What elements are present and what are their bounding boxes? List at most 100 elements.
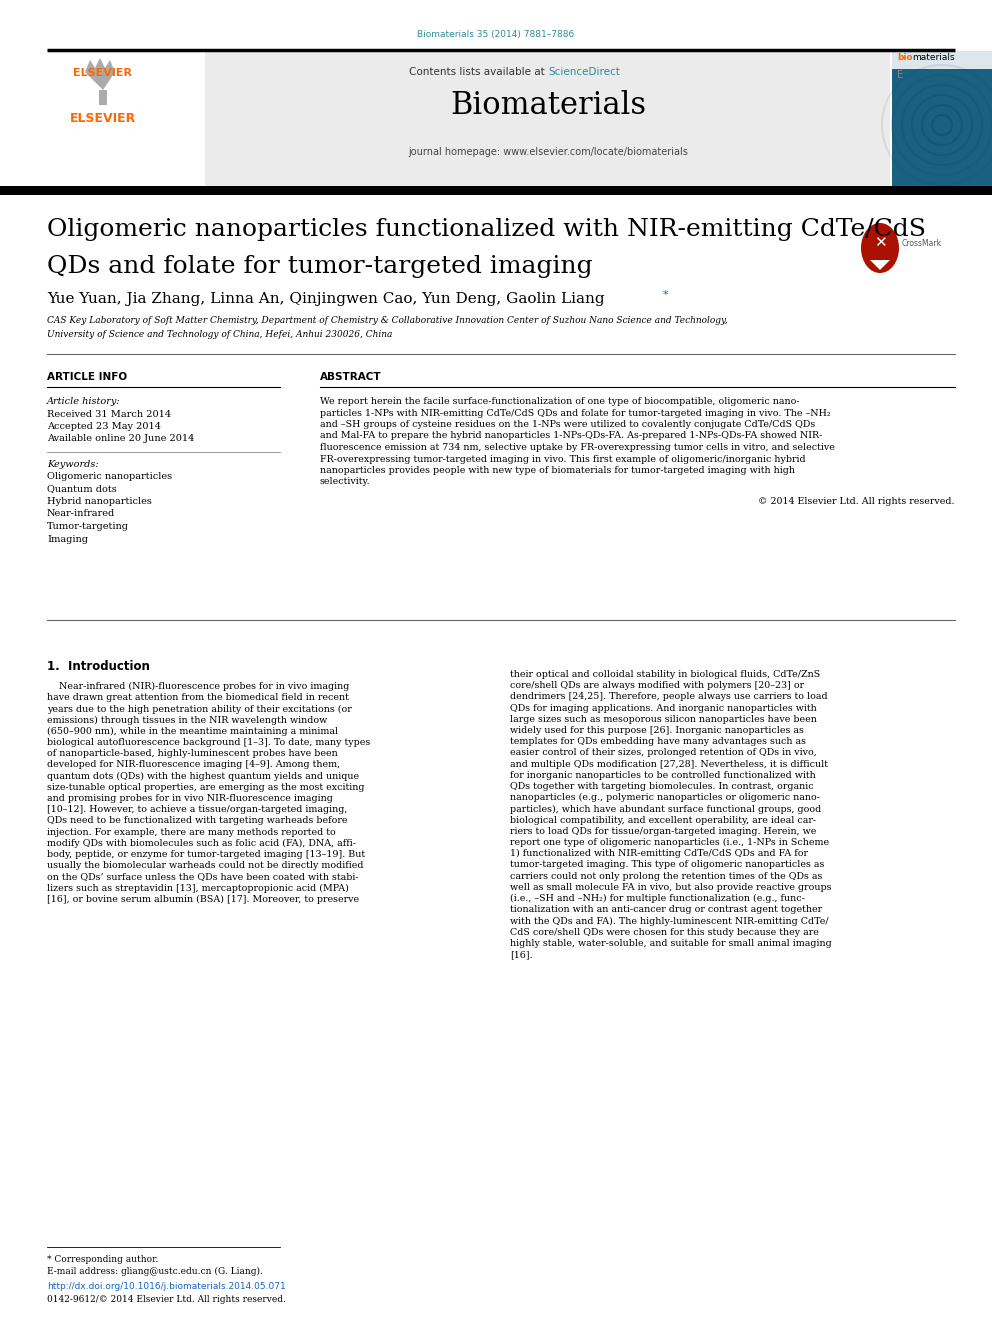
Text: particles 1-NPs with NIR-emitting CdTe/CdS QDs and folate for tumor-targeted ima: particles 1-NPs with NIR-emitting CdTe/C…	[320, 409, 830, 418]
Text: emissions) through tissues in the NIR wavelength window: emissions) through tissues in the NIR wa…	[47, 716, 327, 725]
Text: selectivity.: selectivity.	[320, 478, 371, 487]
Text: ✕: ✕	[874, 235, 887, 250]
Text: carriers could not only prolong the retention times of the QDs as: carriers could not only prolong the rete…	[510, 872, 822, 881]
Text: easier control of their sizes, prolonged retention of QDs in vivo,: easier control of their sizes, prolonged…	[510, 749, 816, 757]
Text: developed for NIR-fluorescence imaging [4–9]. Among them,: developed for NIR-fluorescence imaging […	[47, 761, 340, 770]
Text: body, peptide, or enzyme for tumor-targeted imaging [13–19]. But: body, peptide, or enzyme for tumor-targe…	[47, 849, 365, 859]
Ellipse shape	[861, 224, 899, 273]
Text: (650–900 nm), while in the meantime maintaining a minimal: (650–900 nm), while in the meantime main…	[47, 726, 338, 736]
Text: QDs need to be functionalized with targeting warheads before: QDs need to be functionalized with targe…	[47, 816, 347, 826]
Text: Biomaterials: Biomaterials	[450, 90, 646, 120]
Text: large sizes such as mesoporous silicon nanoparticles have been: large sizes such as mesoporous silicon n…	[510, 714, 816, 724]
Text: dendrimers [24,25]. Therefore, people always use carriers to load: dendrimers [24,25]. Therefore, people al…	[510, 692, 827, 701]
Text: * Corresponding author.: * Corresponding author.	[47, 1256, 159, 1263]
Text: size-tunable optical properties, are emerging as the most exciting: size-tunable optical properties, are eme…	[47, 783, 364, 791]
Text: Received 31 March 2014: Received 31 March 2014	[47, 410, 172, 419]
Text: FR-overexpressing tumor-targeted imaging in vivo. This first example of oligomer: FR-overexpressing tumor-targeted imaging…	[320, 455, 806, 463]
Text: usually the biomolecular warheads could not be directly modified: usually the biomolecular warheads could …	[47, 861, 363, 871]
Text: journal homepage: www.elsevier.com/locate/biomaterials: journal homepage: www.elsevier.com/locat…	[408, 147, 687, 157]
Text: years due to the high penetration ability of their excitations (or: years due to the high penetration abilit…	[47, 704, 352, 713]
Text: with the QDs and FA). The highly-luminescent NIR-emitting CdTe/: with the QDs and FA). The highly-lumines…	[510, 917, 828, 926]
Bar	[892, 52, 992, 187]
Text: CAS Key Laboratory of Soft Matter Chemistry, Department of Chemistry & Collabora: CAS Key Laboratory of Soft Matter Chemis…	[47, 316, 728, 325]
Text: Near-infrared (NIR)-fluorescence probes for in vivo imaging: Near-infrared (NIR)-fluorescence probes …	[47, 681, 349, 691]
Text: tumor-targeted imaging. This type of oligomeric nanoparticles as: tumor-targeted imaging. This type of oli…	[510, 860, 824, 869]
Text: Yue Yuan, Jia Zhang, Linna An, Qinjingwen Cao, Yun Deng, Gaolin Liang: Yue Yuan, Jia Zhang, Linna An, Qinjingwe…	[47, 292, 605, 306]
Text: Imaging: Imaging	[47, 534, 88, 544]
Text: and –SH groups of cysteine residues on the 1-NPs were utilized to covalently con: and –SH groups of cysteine residues on t…	[320, 419, 815, 429]
Bar	[0, 187, 992, 194]
Text: and Mal-FA to prepare the hybrid nanoparticles 1-NPs-QDs-FA. As-prepared 1-NPs-Q: and Mal-FA to prepare the hybrid nanopar…	[320, 431, 822, 441]
Text: tionalization with an anti-cancer drug or contrast agent together: tionalization with an anti-cancer drug o…	[510, 905, 822, 914]
Text: for inorganic nanoparticles to be controlled functionalized with: for inorganic nanoparticles to be contro…	[510, 771, 815, 779]
Text: University of Science and Technology of China, Hefei, Anhui 230026, China: University of Science and Technology of …	[47, 329, 393, 339]
Text: Accepted 23 May 2014: Accepted 23 May 2014	[47, 422, 161, 431]
Text: ELSEVIER: ELSEVIER	[73, 67, 133, 78]
Text: Contents lists available at: Contents lists available at	[409, 67, 548, 77]
Text: Article history:: Article history:	[47, 397, 121, 406]
Text: (i.e., –SH and –NH₂) for multiple functionalization (e.g., func-: (i.e., –SH and –NH₂) for multiple functi…	[510, 894, 805, 904]
Text: and multiple QDs modification [27,28]. Nevertheless, it is difficult: and multiple QDs modification [27,28]. N…	[510, 759, 828, 769]
Text: CrossMark: CrossMark	[902, 238, 942, 247]
Text: QDs for imaging applications. And inorganic nanoparticles with: QDs for imaging applications. And inorga…	[510, 704, 816, 713]
Text: ELSEVIER: ELSEVIER	[69, 112, 136, 124]
Text: 1.  Introduction: 1. Introduction	[47, 660, 150, 673]
Text: quantum dots (QDs) with the highest quantum yields and unique: quantum dots (QDs) with the highest quan…	[47, 771, 359, 781]
Text: Oligomeric nanoparticles functionalized with NIR-emitting CdTe/CdS: Oligomeric nanoparticles functionalized …	[47, 218, 926, 241]
Text: CdS core/shell QDs were chosen for this study because they are: CdS core/shell QDs were chosen for this …	[510, 927, 818, 937]
Text: fluorescence emission at 734 nm, selective uptake by FR-overexpressing tumor cel: fluorescence emission at 734 nm, selecti…	[320, 443, 835, 452]
Text: biological autofluorescence background [1–3]. To date, many types: biological autofluorescence background […	[47, 738, 370, 747]
Text: biological compatibility, and excellent operability, are ideal car-: biological compatibility, and excellent …	[510, 815, 816, 824]
Text: Available online 20 June 2014: Available online 20 June 2014	[47, 434, 194, 443]
Text: their optical and colloidal stability in biological fluids, CdTe/ZnS: their optical and colloidal stability in…	[510, 669, 820, 679]
Text: [16].: [16].	[510, 950, 533, 959]
Text: Near-infrared: Near-infrared	[47, 509, 115, 519]
Text: modify QDs with biomolecules such as folic acid (FA), DNA, affi-: modify QDs with biomolecules such as fol…	[47, 839, 356, 848]
Text: templates for QDs embedding have many advantages such as: templates for QDs embedding have many ad…	[510, 737, 806, 746]
Text: highly stable, water-soluble, and suitable for small animal imaging: highly stable, water-soluble, and suitab…	[510, 939, 831, 947]
Text: of nanoparticle-based, highly-luminescent probes have been: of nanoparticle-based, highly-luminescen…	[47, 749, 337, 758]
Text: materials: materials	[912, 53, 954, 62]
Text: widely used for this purpose [26]. Inorganic nanoparticles as: widely used for this purpose [26]. Inorg…	[510, 726, 804, 736]
Text: particles), which have abundant surface functional groups, good: particles), which have abundant surface …	[510, 804, 821, 814]
Text: core/shell QDs are always modified with polymers [20–23] or: core/shell QDs are always modified with …	[510, 681, 805, 691]
Text: [10–12]. However, to achieve a tissue/organ-targeted imaging,: [10–12]. However, to achieve a tissue/or…	[47, 806, 347, 814]
Text: bio: bio	[897, 53, 913, 62]
Text: [16], or bovine serum albumin (BSA) [17]. Moreover, to preserve: [16], or bovine serum albumin (BSA) [17]…	[47, 894, 359, 904]
Text: Keywords:: Keywords:	[47, 460, 98, 468]
Bar	[205, 52, 890, 187]
Text: 1) functionalized with NIR-emitting CdTe/CdS QDs and FA for: 1) functionalized with NIR-emitting CdTe…	[510, 849, 808, 859]
Text: *: *	[663, 290, 669, 300]
Text: QDs and folate for tumor-targeted imaging: QDs and folate for tumor-targeted imagin…	[47, 255, 592, 278]
Text: nanoparticles provides people with new type of biomaterials for tumor-targeted i: nanoparticles provides people with new t…	[320, 466, 795, 475]
Text: have drawn great attention from the biomedical field in recent: have drawn great attention from the biom…	[47, 693, 349, 703]
Text: lizers such as streptavidin [13], mercaptopropionic acid (MPA): lizers such as streptavidin [13], mercap…	[47, 884, 349, 893]
Text: Hybrid nanoparticles: Hybrid nanoparticles	[47, 497, 152, 505]
Text: on the QDs’ surface unless the QDs have been coated with stabi-: on the QDs’ surface unless the QDs have …	[47, 872, 359, 881]
Text: We report herein the facile surface-functionalization of one type of biocompatib: We report herein the facile surface-func…	[320, 397, 800, 406]
Bar	[47, 52, 205, 187]
Text: well as small molecule FA in vivo, but also provide reactive groups: well as small molecule FA in vivo, but a…	[510, 882, 831, 892]
Text: report one type of oligomeric nanoparticles (i.e., 1-NPs in Scheme: report one type of oligomeric nanopartic…	[510, 837, 829, 847]
Text: nanoparticles (e.g., polymeric nanoparticles or oligomeric nano-: nanoparticles (e.g., polymeric nanoparti…	[510, 794, 820, 802]
Text: ARTICLE INFO: ARTICLE INFO	[47, 372, 127, 382]
Bar	[99, 90, 107, 105]
Text: Biomaterials 35 (2014) 7881–7886: Biomaterials 35 (2014) 7881–7886	[418, 30, 574, 38]
Text: ABSTRACT: ABSTRACT	[320, 372, 382, 382]
Polygon shape	[85, 58, 115, 90]
Text: E-mail address: gliang@ustc.edu.cn (G. Liang).: E-mail address: gliang@ustc.edu.cn (G. L…	[47, 1267, 263, 1277]
Text: Quantum dots: Quantum dots	[47, 484, 117, 493]
Text: E: E	[897, 70, 903, 79]
Text: Oligomeric nanoparticles: Oligomeric nanoparticles	[47, 472, 173, 482]
Text: http://dx.doi.org/10.1016/j.biomaterials.2014.05.071: http://dx.doi.org/10.1016/j.biomaterials…	[47, 1282, 286, 1291]
Text: QDs together with targeting biomolecules. In contrast, organic: QDs together with targeting biomolecules…	[510, 782, 813, 791]
Bar	[892, 52, 992, 69]
Text: © 2014 Elsevier Ltd. All rights reserved.: © 2014 Elsevier Ltd. All rights reserved…	[759, 497, 955, 505]
Text: injection. For example, there are many methods reported to: injection. For example, there are many m…	[47, 828, 335, 836]
Text: 0142-9612/© 2014 Elsevier Ltd. All rights reserved.: 0142-9612/© 2014 Elsevier Ltd. All right…	[47, 1295, 286, 1304]
Polygon shape	[870, 261, 890, 270]
Text: and promising probes for in vivo NIR-fluorescence imaging: and promising probes for in vivo NIR-flu…	[47, 794, 333, 803]
Text: Tumor-targeting: Tumor-targeting	[47, 523, 129, 531]
Text: riers to load QDs for tissue/organ-targeted imaging. Herein, we: riers to load QDs for tissue/organ-targe…	[510, 827, 816, 836]
Text: ScienceDirect: ScienceDirect	[548, 67, 620, 77]
